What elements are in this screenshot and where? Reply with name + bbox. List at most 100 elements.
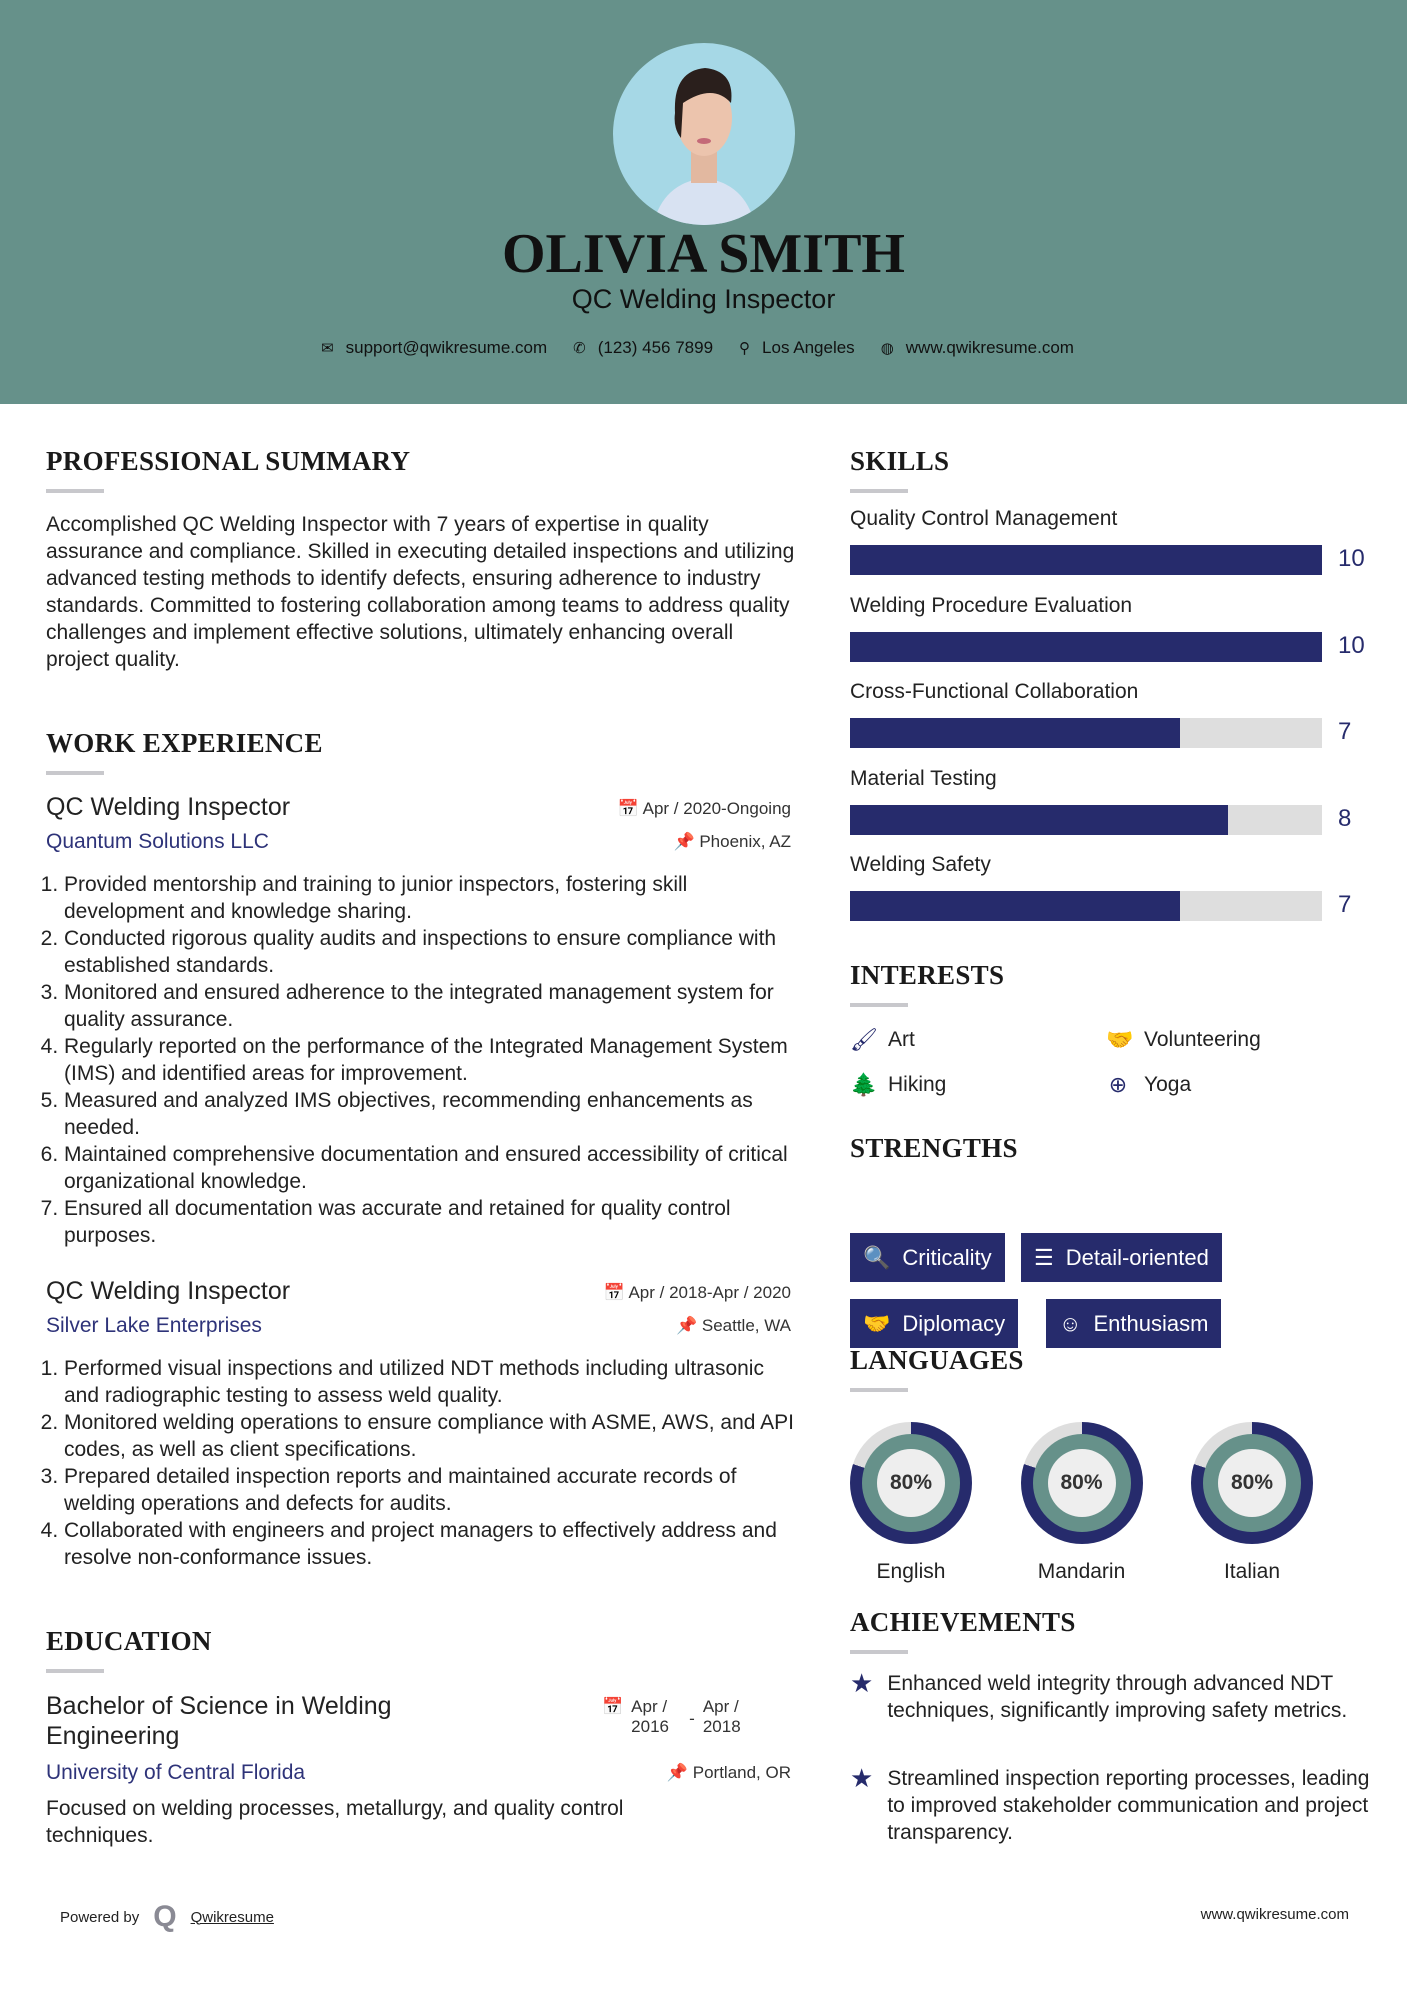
- skill-bar: [850, 718, 1322, 748]
- interest-label: Yoga: [1144, 1073, 1192, 1096]
- profile-photo: [613, 43, 795, 225]
- language-percent: 80%: [1218, 1449, 1286, 1517]
- language-percent: 80%: [1047, 1449, 1116, 1517]
- qwikresume-logo-icon: Q: [153, 1900, 177, 1933]
- location-text: Portland, OR: [692, 1763, 791, 1782]
- section-heading: STRENGTHS: [850, 1133, 1018, 1163]
- list-item: Measured and analyzed IMS objectives, re…: [64, 1087, 796, 1141]
- skills-section: SKILLS Quality Control Management 10 Weldi…: [850, 446, 1370, 927]
- contact-item[interactable]: ⚲ Los Angeles: [739, 338, 855, 358]
- interest-item: 🌲 Hiking: [850, 1072, 946, 1098]
- smile-icon: ☺: [1059, 1310, 1082, 1336]
- list-item: Monitored and ensured adherence to the i…: [64, 979, 796, 1033]
- phone-icon: ✆: [573, 340, 586, 357]
- list-item: Provided mentorship and training to juni…: [64, 871, 796, 925]
- responsibility-list: Provided mentorship and training to juni…: [46, 871, 796, 1249]
- strength-label: Detail-oriented: [1065, 1244, 1209, 1270]
- calendar-icon: 📅: [602, 1697, 624, 1716]
- contact-text: www.qwikresume.com: [905, 338, 1074, 357]
- candidate-title: QC Welding Inspector: [571, 284, 836, 314]
- list-item: Maintained comprehensive documentation a…: [64, 1141, 796, 1195]
- handshake-icon: 🤝: [863, 1310, 891, 1336]
- pin-icon: 📌: [675, 1316, 702, 1335]
- achievement-text: Streamlined inspection reporting process…: [887, 1767, 1370, 1844]
- list-item: Prepared detailed inspection reports and…: [64, 1463, 796, 1517]
- section-heading: SKILLS: [850, 446, 950, 476]
- strengths-section: STRENGTHS 🔍 Criticality ☰ Detail-oriented 🤝 D…: [850, 1133, 1370, 1348]
- heading-underline: [46, 489, 104, 493]
- section-heading: INTERESTS: [850, 960, 1005, 990]
- language-label: Italian: [1223, 1560, 1281, 1583]
- qwikresume-link[interactable]: Qwikresume: [190, 1908, 274, 1926]
- skill-value: 7: [1338, 891, 1352, 918]
- skill-label: Welding Safety: [850, 853, 991, 876]
- skill-label: Welding Procedure Evaluation: [850, 593, 1133, 617]
- contact-text: (123) 456 7899: [597, 338, 714, 357]
- language-percent: 80%: [877, 1449, 945, 1517]
- strength-label: Diplomacy: [902, 1310, 1006, 1336]
- contact-item[interactable]: ✆ (123) 456 7899: [573, 338, 713, 358]
- list-item: Regularly reported on the performance of…: [64, 1033, 796, 1087]
- education-section: EDUCATION Bachelor of Science in Welding…: [46, 1626, 791, 1861]
- job-title: QC Welding Inspector: [46, 793, 291, 821]
- education-dates: 📅 Apr / 2016 - Apr / 2018: [602, 1697, 753, 1737]
- achievement-item: ★ Enhanced weld integrity through advance…: [850, 1670, 1370, 1724]
- heading-underline: [850, 1650, 908, 1654]
- strength-label: Criticality: [902, 1244, 992, 1270]
- heading-underline: [850, 1388, 908, 1392]
- job-dates: 📅 Apr / 2018-Apr / 2020: [604, 1283, 792, 1303]
- dates-text: Apr / 2020-Ongoing: [642, 799, 791, 818]
- contact-item[interactable]: ◍ www.qwikresume.com: [881, 338, 1074, 358]
- skill-label: Material Testing: [850, 766, 997, 790]
- pin-icon: 📌: [673, 832, 700, 851]
- end-date: Apr / 2018: [702, 1697, 741, 1736]
- education-description: Focused on welding processes, metallurgy…: [46, 1797, 624, 1847]
- search-icon: 🔍: [863, 1244, 891, 1270]
- job-location: 📌 Phoenix, AZ: [673, 832, 791, 852]
- section-heading: PROFESSIONAL SUMMARY: [46, 446, 411, 476]
- degree-title: Bachelor of Science in Welding Engineeri…: [46, 1692, 392, 1750]
- language-donut: 80%: [850, 1422, 972, 1544]
- language-label: Mandarin: [1037, 1560, 1126, 1583]
- skill-bar-fill: [850, 891, 1181, 921]
- contact-text: Los Angeles: [762, 338, 855, 357]
- skill-label: Cross-Functional Collaboration: [850, 680, 1139, 703]
- pin-icon: 📌: [666, 1763, 693, 1782]
- candidate-name: OLIVIA SMITH: [502, 223, 905, 285]
- paintbrush-icon: 🖌: [850, 1027, 878, 1052]
- lifebuoy-icon: ⊕: [1108, 1072, 1128, 1097]
- interest-item: ⊕ Yoga: [1106, 1072, 1191, 1098]
- start-date: Apr / 2016: [631, 1697, 669, 1736]
- contact-item[interactable]: ✉ support@qwikresume.com: [321, 338, 547, 358]
- summary-section: PROFESSIONAL SUMMARY Accomplished QC Wel…: [46, 446, 796, 673]
- skill-value: 10: [1338, 631, 1365, 659]
- contact-bar: ✉ support@qwikresume.com ✆ (123) 456 7899 ⚲ L…: [0, 338, 1407, 358]
- achievement-text: Enhanced weld integrity through advanced…: [887, 1672, 1348, 1722]
- contact-text: support@qwikresume.com: [345, 338, 548, 357]
- globe-icon: ◍: [880, 340, 894, 357]
- list-item: Ensured all documentation was accurate a…: [64, 1195, 796, 1249]
- section-heading: WORK EXPERIENCE: [46, 728, 323, 758]
- strength-chip: ☰ Detail-oriented: [1021, 1233, 1222, 1282]
- heading-underline: [46, 1669, 104, 1673]
- list-item: Monitored welding operations to ensure c…: [64, 1409, 796, 1463]
- strength-chip: ☺ Enthusiasm: [1046, 1299, 1222, 1348]
- achievement-item: ★ Streamlined inspection reporting proces…: [850, 1765, 1370, 1846]
- date-separator: -: [689, 1709, 695, 1728]
- skill-label: Quality Control Management: [850, 507, 1118, 530]
- dates-text: Apr / 2018-Apr / 2020: [628, 1283, 791, 1302]
- list-icon: ☰: [1034, 1244, 1054, 1270]
- location-text: Seattle, WA: [701, 1316, 791, 1335]
- handshake-icon: 🤝: [1106, 1027, 1134, 1052]
- list-item: Collaborated with engineers and project …: [64, 1517, 796, 1571]
- language-label: English: [876, 1560, 946, 1583]
- achievements-section: ACHIEVEMENTS: [850, 1607, 1370, 1654]
- interests-section: INTERESTS 🖌 Art 🤝 Volunteering 🌲 Hiking ⊕ Yoga: [850, 960, 1370, 1107]
- language-donut: 80%: [1020, 1422, 1143, 1544]
- list-item: Performed visual inspections and utilize…: [64, 1355, 796, 1409]
- resume-header: OLIVIA SMITH QC Welding Inspector ✉ suppo…: [0, 0, 1407, 404]
- company-name: Silver Lake Enterprises: [46, 1314, 262, 1337]
- location-text: Phoenix, AZ: [699, 832, 791, 851]
- section-heading: ACHIEVEMENTS: [850, 1607, 1076, 1637]
- languages-section: LANGUAGES 80% English 80% Mandarin 80% Italia…: [850, 1345, 1370, 1592]
